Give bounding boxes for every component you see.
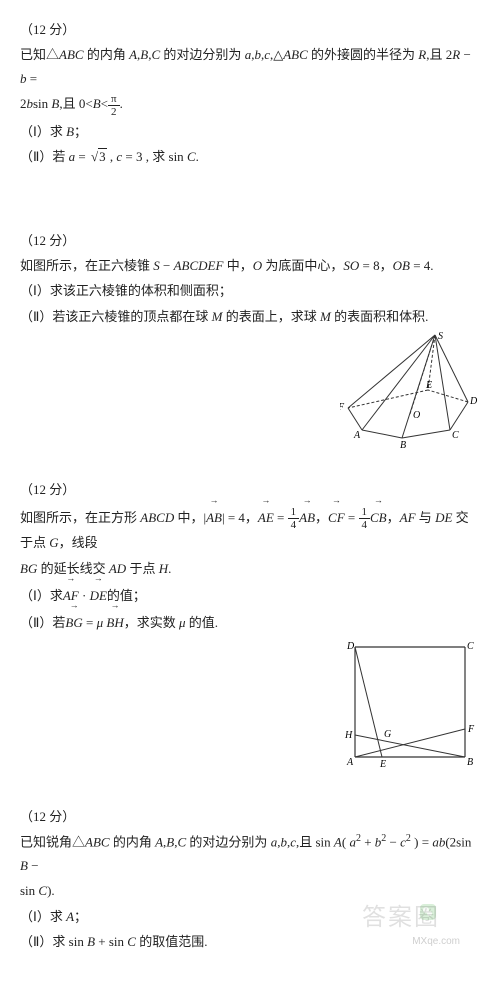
problem-text: 已知△ABC 的内角 A,B,C 的对边分别为 a,b,c,△ABC 的外接圆的… — [20, 43, 480, 90]
problem-4: （12 分） 已知锐角△ABC 的内角 A,B,C 的对边分别为 a,b,c,且… — [20, 805, 480, 954]
points-label: （12 分） — [20, 805, 480, 828]
svg-text:B: B — [400, 440, 406, 450]
svg-text:F: F — [467, 724, 475, 735]
hexagonal-pyramid-figure: S A B C D E F O — [340, 330, 480, 450]
svg-text:E: E — [425, 380, 432, 391]
problem-text: （Ⅱ）若 a = 3 , c = 3 , 求 sin C. — [20, 145, 480, 168]
problem-text: （Ⅰ）求AF · DE的值； — [20, 582, 480, 607]
svg-text:C: C — [452, 430, 459, 441]
problem-text: 如图所示，在正六棱锥 S − ABCDEF 中，O 为底面中心，SO = 8，O… — [20, 254, 480, 277]
watermark-url: MXqe.com — [412, 933, 460, 951]
svg-text:H: H — [344, 730, 353, 741]
svg-text:D: D — [469, 396, 478, 407]
problem-text: 已知锐角△ABC 的内角 A,B,C 的对边分别为 a,b,c,且 sin A(… — [20, 830, 480, 877]
svg-text:D: D — [346, 641, 355, 652]
svg-text:C: C — [467, 641, 474, 652]
problem-text: 2bsin B,且 0<B<π2. — [20, 92, 480, 118]
svg-text:F: F — [340, 402, 345, 413]
svg-text:A: A — [346, 757, 354, 768]
points-label: （12 分） — [20, 229, 480, 252]
svg-text:E: E — [379, 759, 386, 770]
points-label: （12 分） — [20, 18, 480, 41]
problem-text: （Ⅰ）求 B； — [20, 120, 480, 143]
svg-text:G: G — [384, 729, 391, 740]
problem-text: （Ⅰ）求 A； — [20, 905, 480, 928]
problem-1: （12 分） 已知△ABC 的内角 A,B,C 的对边分别为 a,b,c,△AB… — [20, 18, 480, 169]
points-label: （12 分） — [20, 478, 480, 501]
problem-text: 如图所示，在正方形 ABCD 中，|AB| = 4，AE = 14AB，CF =… — [20, 504, 480, 555]
problem-3: （12 分） 如图所示，在正方形 ABCD 中，|AB| = 4，AE = 14… — [20, 478, 480, 777]
wechat-watermark — [420, 903, 440, 921]
problem-text: （Ⅱ）若BG = μ BH，求实数 μ 的值. — [20, 609, 480, 634]
svg-text:O: O — [413, 410, 420, 421]
problem-2: （12 分） 如图所示，在正六棱锥 S − ABCDEF 中，O 为底面中心，S… — [20, 229, 480, 451]
problem-text: （Ⅰ）求该正六棱锥的体积和侧面积； — [20, 279, 480, 302]
svg-text:B: B — [467, 757, 473, 768]
svg-text:S: S — [438, 331, 443, 342]
problem-text: （Ⅱ）求 sin B + sin C 的取值范围. — [20, 930, 480, 953]
problem-text: sin C). — [20, 879, 480, 902]
svg-text:A: A — [353, 430, 361, 441]
problem-text: （Ⅱ）若该正六棱锥的顶点都在球 M 的表面上，求球 M 的表面积和体积. — [20, 305, 480, 328]
wechat-icon — [420, 904, 436, 920]
square-vector-figure: D C A B E F G H — [330, 637, 480, 777]
